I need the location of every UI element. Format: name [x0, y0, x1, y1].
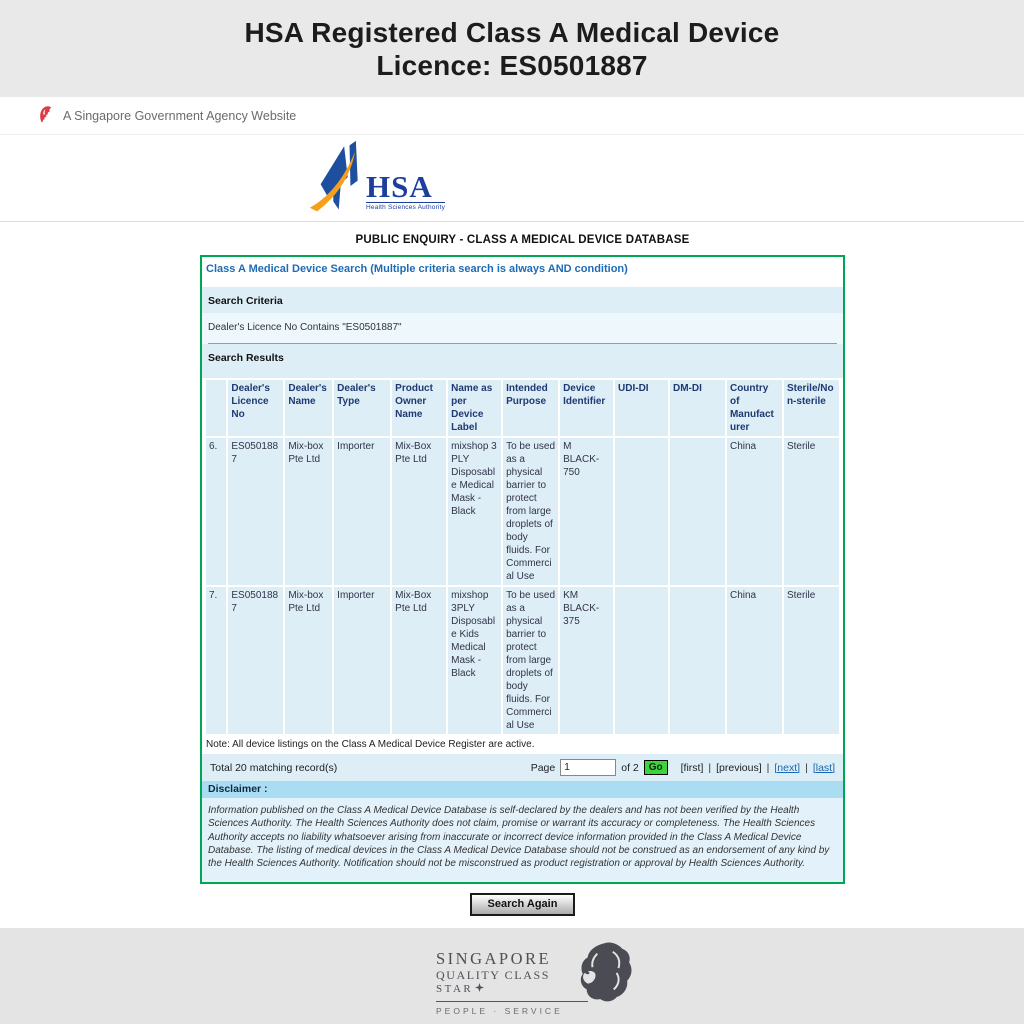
disclaimer-heading: Disclaimer :	[202, 781, 843, 798]
pagination-next[interactable]: [next]	[774, 761, 801, 774]
sqc-line3: STAR	[436, 983, 474, 996]
table-cell: Sterile	[783, 438, 839, 585]
column-header: UDI-DI	[615, 380, 668, 436]
lion-icon	[578, 942, 632, 1007]
page-input[interactable]	[560, 759, 617, 776]
table-cell: Mix-box Pte Ltd	[285, 438, 333, 585]
search-panel: Class A Medical Device Search (Multiple …	[200, 255, 845, 885]
page-of-text: of 2	[621, 761, 639, 774]
table-cell: To be used as a physical barrier to prot…	[503, 438, 559, 585]
table-cell: 6.	[206, 438, 227, 585]
hsa-logo-text: HSA Health Sciences Authority	[366, 169, 446, 221]
page-title: PUBLIC ENQUIRY - CLASS A MEDICAL DEVICE …	[355, 234, 690, 246]
table-cell: Mix-Box Pte Ltd	[392, 438, 447, 585]
results-table-zone: Dealer's Licence No Dealer's Name Dealer's…	[202, 378, 843, 736]
table-cell: Mix-Box Pte Ltd	[392, 587, 447, 734]
column-header: Name as per Device Label	[448, 380, 502, 436]
go-button[interactable]: Go	[643, 760, 668, 775]
panel-title: Class A Medical Device Search (Multiple …	[202, 257, 843, 287]
hsa-logo-mark-icon	[308, 138, 364, 221]
merlion-icon	[38, 104, 53, 128]
table-cell: M BLACK-750	[560, 438, 614, 585]
banner-title-line1: HSA Registered Class A Medical Device	[244, 16, 780, 48]
search-again-button[interactable]: Search Again	[469, 893, 576, 917]
search-results-heading: Search Results	[202, 344, 843, 378]
table-header-row: Dealer's Licence No Dealer's Name Dealer's…	[206, 380, 839, 436]
pagination-links: [first] | [previous] | [next] | [last]	[681, 762, 835, 774]
hsa-logo: HSA Health Sciences Authority	[308, 138, 446, 221]
search-criteria-row: Dealer's Licence No Contains "ES0501887"	[202, 313, 843, 344]
table-cell: 7.	[206, 587, 227, 734]
sqc-tagline: PEOPLE · SERVICE	[436, 1006, 563, 1017]
table-cell: Sterile	[783, 587, 839, 734]
search-criteria-text: Dealer's Licence No Contains "ES0501887"	[208, 322, 402, 333]
pagination-separator: |	[708, 761, 712, 774]
table-cell: mixshop 3 PLY Disposable Medical Mask - …	[448, 438, 502, 585]
column-header: Dealer's Type	[334, 380, 391, 436]
table-cell	[615, 438, 668, 585]
pagination-last[interactable]: [last]	[812, 761, 835, 774]
gov-banner-text: A Singapore Government Agency Website	[63, 108, 297, 123]
column-header: Intended Purpose	[503, 380, 559, 436]
pagination-bar: Total 20 matching record(s) Page of 2 Go…	[202, 754, 843, 781]
page-label: Page	[530, 761, 556, 774]
column-header: Product Owner Name	[392, 380, 447, 436]
column-header	[206, 380, 227, 436]
hsa-subtitle: Health Sciences Authority	[366, 202, 446, 211]
table-cell: Mix-box Pte Ltd	[285, 587, 333, 734]
total-records-text: Total 20 matching record(s)	[210, 761, 338, 774]
search-criteria-heading: Search Criteria	[202, 287, 843, 313]
results-note: Note: All device listings on the Class A…	[202, 736, 843, 754]
table-cell: China	[726, 438, 782, 585]
disclaimer-text: Information published on the Class A Med…	[202, 798, 843, 883]
column-header: Device Identifier	[560, 380, 614, 436]
table-row: 6. ES0501887 Mix-box Pte Ltd Importer Mix-Bo…	[206, 438, 839, 585]
sqc-line2: QUALITY CLASS	[436, 968, 551, 983]
footer: SINGAPORE QUALITY CLASS STAR PEOPLE · SE…	[0, 928, 1024, 1024]
table-cell: Importer	[334, 438, 391, 585]
hsa-acronym: HSA	[366, 169, 433, 204]
table-cell	[615, 587, 668, 734]
table-cell	[669, 438, 725, 585]
column-header: DM-DI	[669, 380, 725, 436]
window-title-banner: HSA Registered Class A Medical Device Li…	[0, 0, 1024, 97]
pagination-previous: [previous]	[716, 761, 762, 774]
column-header: Dealer's Name	[285, 380, 333, 436]
table-cell: ES0501887	[228, 438, 284, 585]
criteria-divider	[208, 343, 837, 344]
gov-banner: A Singapore Government Agency Website	[0, 97, 1024, 135]
table-cell: ES0501887	[228, 587, 284, 734]
pagination-separator: |	[805, 761, 808, 774]
column-header: Country of Manufacturer	[726, 380, 782, 436]
results-table: Dealer's Licence No Dealer's Name Dealer's…	[204, 378, 841, 736]
table-cell: mixshop 3PLY Disposable Kids Medical Mas…	[448, 587, 502, 734]
column-header: Dealer's Licence No	[228, 380, 284, 436]
star-icon	[475, 982, 485, 996]
singapore-quality-class-logo: SINGAPORE QUALITY CLASS STAR PEOPLE · SE…	[436, 942, 632, 1024]
table-cell: China	[726, 587, 782, 734]
pagination-first: [first]	[680, 761, 704, 774]
column-header: Sterile/Non-sterile	[783, 380, 839, 436]
table-cell: To be used as a physical barrier to prot…	[503, 587, 559, 734]
table-row: 7. ES0501887 Mix-box Pte Ltd Importer Mix-Bo…	[206, 587, 839, 734]
sqc-divider	[436, 1001, 588, 1003]
table-cell	[669, 587, 725, 734]
sqc-line1: SINGAPORE	[436, 949, 552, 969]
logo-area: HSA Health Sciences Authority	[0, 135, 1024, 221]
table-cell: Importer	[334, 587, 391, 734]
main-content: PUBLIC ENQUIRY - CLASS A MEDICAL DEVICE …	[0, 221, 1024, 917]
pagination-separator: |	[766, 761, 770, 774]
table-cell: KM BLACK-375	[560, 587, 614, 734]
banner-title-line2: Licence: ES0501887	[376, 49, 648, 81]
